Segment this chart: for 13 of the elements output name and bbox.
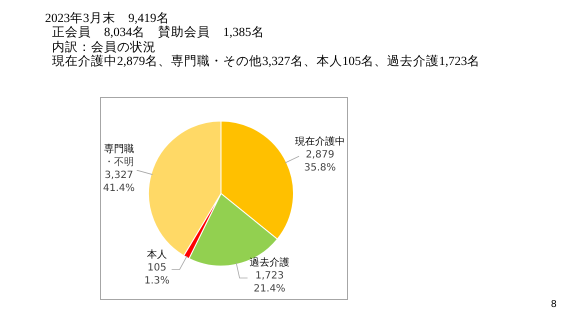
- text: 正会員 8,034名 賛助会員 1,385名: [52, 25, 264, 39]
- chart-title: 2023年3月末 9,419名: [45, 11, 170, 25]
- slice-label: 現在介護中: [295, 135, 345, 148]
- text: 8: [551, 298, 557, 312]
- data-label: 105 1.3%: [144, 262, 170, 287]
- slice-label: 専門職・不明: [104, 143, 134, 168]
- data-label: 3,327 41.4%: [102, 170, 135, 194]
- data-label: 2,879 35.8%: [304, 149, 336, 174]
- text: 内訳：会員の状況: [52, 40, 156, 54]
- data-label: 1,723 21.4%: [254, 270, 286, 295]
- slice-label: 本人: [146, 248, 167, 261]
- text: 現在介護中2,879名、専門職・その他3,327名、本人105名、過去介護1,723名: [52, 54, 480, 68]
- slice-label: 過去介護: [250, 256, 290, 269]
